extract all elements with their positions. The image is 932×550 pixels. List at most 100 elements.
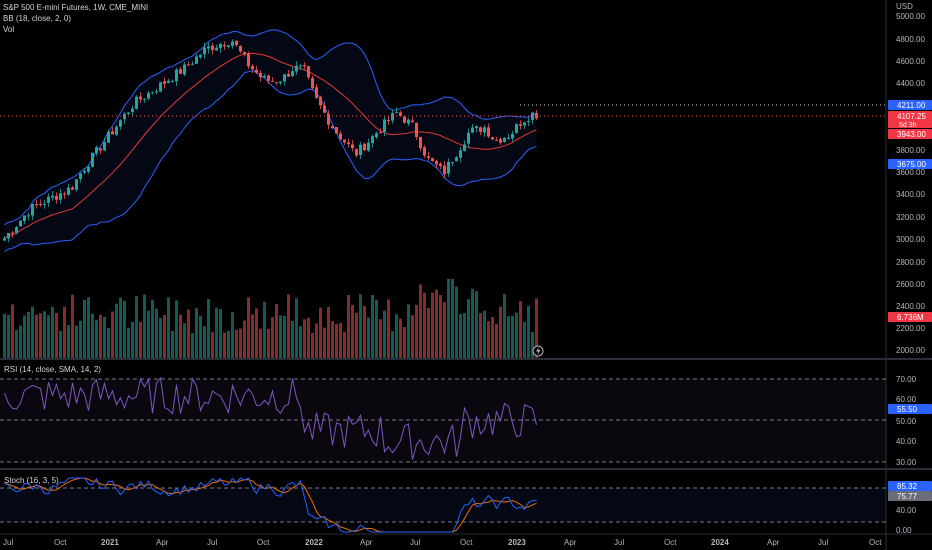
time-tick: 2023: [508, 538, 526, 547]
volume-bar: [263, 301, 266, 358]
volume-bar: [239, 328, 242, 358]
volume-bar: [335, 323, 338, 358]
candle-body: [223, 44, 226, 47]
rsi-legend[interactable]: RSI (14, close, SMA, 14, 2): [4, 365, 101, 374]
volume-bar: [95, 319, 98, 358]
candle-body: [255, 69, 258, 73]
candle-body: [103, 142, 106, 151]
candle-body: [195, 56, 198, 64]
time-tick: Jul: [614, 538, 624, 547]
volume-bar: [535, 298, 538, 358]
rsi-pane[interactable]: [0, 376, 886, 463]
candle-body: [275, 82, 278, 84]
volume-bar: [247, 297, 250, 358]
volume-bar: [311, 332, 314, 358]
volume-bar: [483, 310, 486, 358]
time-axis[interactable]: Jul Oct 2021 Apr Jul Oct 2022 Apr Jul Oc…: [3, 538, 882, 547]
candle-body: [47, 196, 50, 203]
candle-body: [443, 165, 446, 175]
candle-body: [107, 131, 110, 143]
candle-body: [219, 43, 222, 48]
candle-body: [483, 127, 486, 133]
volume-bar: [51, 306, 54, 358]
candle-body: [119, 120, 122, 127]
volume-legend[interactable]: Vol: [3, 25, 15, 34]
stoch-pane[interactable]: [0, 477, 886, 533]
volume-bar: [159, 317, 162, 358]
candle-body: [299, 65, 302, 67]
candle-body: [51, 195, 54, 198]
candle-body: [367, 142, 370, 151]
candle-body: [423, 147, 426, 156]
price-tick: 3800.00: [896, 146, 925, 155]
volume-bar: [331, 321, 334, 358]
candle-body: [259, 72, 262, 78]
volume-bar: [495, 323, 498, 358]
volume-bar: [379, 319, 382, 358]
volume-bar: [119, 297, 122, 358]
candle-body: [151, 92, 154, 94]
price-pane[interactable]: [0, 29, 886, 358]
candle-body: [179, 69, 182, 74]
candle-body: [31, 204, 34, 216]
volume-bar: [39, 313, 42, 358]
candle-body: [383, 119, 386, 133]
rsi-tick: 60.00: [896, 395, 917, 404]
volume-bar: [223, 332, 226, 358]
candle-body: [359, 144, 362, 156]
volume-bar: [283, 315, 286, 358]
volume-bar: [259, 328, 262, 358]
volume-bar: [327, 306, 330, 358]
rsi-value: 55.50: [897, 405, 918, 414]
lightning-icon[interactable]: [532, 345, 544, 357]
bb-legend[interactable]: BB (18, close, 2, 0): [3, 14, 72, 23]
volume-bar: [343, 331, 346, 358]
volume-bar: [135, 296, 138, 358]
candle-body: [463, 144, 466, 151]
volume-bar: [203, 326, 206, 358]
rsi-axis[interactable]: 70.00 60.00 50.00 40.00 30.00: [896, 375, 917, 467]
volume-bar: [487, 321, 490, 358]
volume-bar: [15, 329, 18, 358]
candle-body: [15, 227, 18, 233]
stoch-legend[interactable]: Stoch (16, 3, 5): [4, 476, 59, 485]
candle-body: [311, 78, 314, 89]
time-tick: Apr: [767, 538, 780, 547]
volume-bar: [147, 310, 150, 358]
volume-bar: [251, 314, 254, 358]
price-tick: 3600.00: [896, 168, 925, 177]
candle-body: [319, 96, 322, 106]
candle-body: [111, 131, 114, 135]
volume-bar: [403, 327, 406, 358]
candle-body: [431, 158, 434, 162]
price-axis[interactable]: USD 5000.00 4800.00 4600.00 4400.00 3800…: [896, 2, 925, 355]
volume-bar: [43, 311, 46, 358]
candle-body: [415, 122, 418, 138]
volume-bar: [443, 302, 446, 358]
volume-bar: [255, 308, 258, 358]
volume-tag: 6.736M: [888, 312, 932, 322]
candle-body: [159, 82, 162, 92]
volume-bar: [215, 307, 218, 358]
candle-body: [115, 126, 118, 135]
bb-lower-tag: 3675.00: [888, 159, 932, 169]
candle-body: [451, 162, 454, 164]
stoch-axis[interactable]: 40.00 0.00: [896, 506, 917, 535]
volume-bar: [431, 292, 434, 358]
stoch-tick: 0.00: [896, 526, 912, 535]
candle-body: [267, 75, 270, 81]
volume-bar: [191, 332, 194, 358]
candle-body: [135, 96, 138, 109]
price-tick: 3200.00: [896, 213, 925, 222]
volume-bar: [383, 310, 386, 358]
stoch-band-background: [0, 488, 886, 522]
volume-bar: [267, 328, 270, 358]
candle-body: [403, 116, 406, 123]
candle-body: [11, 232, 14, 234]
volume-bar: [91, 313, 94, 358]
symbol-legend[interactable]: S&P 500 E-mini Futures, 1W, CME_MINI: [3, 3, 149, 12]
stoch-k-value: 85.32: [897, 482, 918, 491]
rsi-tick: 50.00: [896, 417, 917, 426]
